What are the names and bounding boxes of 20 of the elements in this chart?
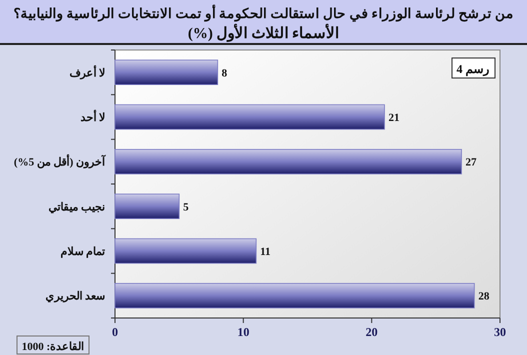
data-label: 21 bbox=[388, 112, 400, 124]
x-tick-label: 20 bbox=[366, 325, 378, 339]
annotation: رسم 4 bbox=[456, 62, 490, 77]
y-tick-label: آخرون (أقل من 5%) bbox=[14, 154, 106, 169]
data-label: 11 bbox=[260, 246, 271, 258]
data-label: 27 bbox=[466, 156, 477, 169]
x-tick-label: 30 bbox=[494, 325, 506, 339]
text: القاعدة: 1000 bbox=[22, 341, 84, 353]
y-tick-label: نجيب ميقاتي bbox=[48, 201, 105, 214]
y-tick-label: لا أعرف bbox=[69, 65, 105, 80]
data-label: 5 bbox=[183, 201, 190, 214]
y-tick-label: لا أحد bbox=[80, 110, 105, 124]
x-tick-label: 0 bbox=[112, 325, 118, 339]
y-tick-label: سعد الحريري bbox=[45, 290, 105, 304]
chart-subtitle: الأسماء الثلاث الأول (%) bbox=[188, 23, 340, 42]
data-label: 28 bbox=[478, 290, 490, 303]
data-label: 8 bbox=[222, 67, 228, 80]
y-tick-label: تمام سلام bbox=[60, 246, 105, 258]
chart-title: من ترشح لرئاسة الوزراء في حال استقالت الحكومة أو تمت الانتخابات الرئاسية والنيابية؟ bbox=[13, 3, 514, 22]
x-tick-label: 10 bbox=[237, 325, 250, 339]
